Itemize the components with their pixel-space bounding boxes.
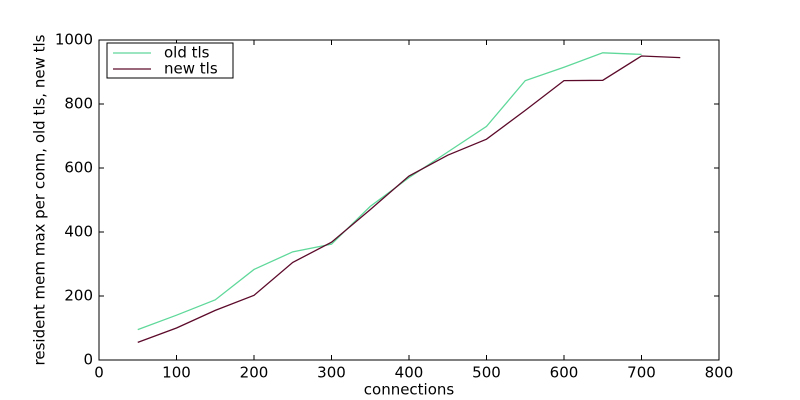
x-tick-label: 100 bbox=[162, 364, 191, 382]
line-series bbox=[137, 55, 681, 344]
x-tick-label: 800 bbox=[705, 364, 734, 382]
x-tick-label: 200 bbox=[240, 364, 269, 382]
x-tick-label: 600 bbox=[550, 364, 579, 382]
y-tick-label: 600 bbox=[64, 159, 93, 177]
legend-label: old tls bbox=[164, 44, 210, 62]
x-tick-label: 500 bbox=[472, 364, 501, 382]
legend-label: new tls bbox=[164, 60, 218, 78]
y-tick-label: 400 bbox=[64, 223, 93, 241]
y-tick-label: 200 bbox=[64, 287, 93, 305]
x-axis-label: connections bbox=[364, 381, 455, 399]
y-tick-label: 800 bbox=[64, 95, 93, 113]
x-tick-label: 300 bbox=[317, 364, 346, 382]
legend-box bbox=[106, 42, 234, 79]
y-axis-label: resident mem max per conn, old tls, new … bbox=[31, 34, 49, 365]
y-tick-label: 1000 bbox=[55, 31, 93, 49]
x-tick-label: 700 bbox=[627, 364, 656, 382]
plot-frame bbox=[98, 39, 720, 361]
x-tick-label: 0 bbox=[94, 364, 104, 382]
x-tick-label: 400 bbox=[395, 364, 424, 382]
y-tick-label: 0 bbox=[83, 351, 93, 369]
